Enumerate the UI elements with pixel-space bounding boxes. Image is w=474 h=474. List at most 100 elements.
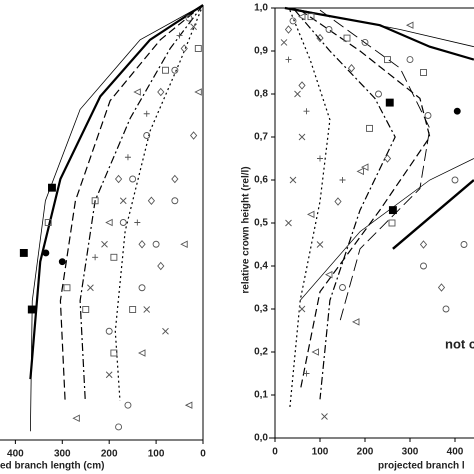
point xyxy=(420,69,427,76)
point xyxy=(91,197,99,205)
point xyxy=(143,306,151,313)
point xyxy=(184,401,193,409)
point xyxy=(124,154,131,161)
x-tick-label: 100 xyxy=(148,449,165,460)
point xyxy=(298,305,306,313)
point xyxy=(311,348,319,356)
point xyxy=(306,210,315,219)
point xyxy=(451,176,459,184)
x-tick-label: 0 xyxy=(272,447,278,458)
curve xyxy=(79,4,204,401)
point xyxy=(147,196,155,205)
point xyxy=(325,26,333,33)
x-tick-label: 200 xyxy=(101,449,118,460)
point xyxy=(105,371,113,379)
point xyxy=(176,32,183,39)
point xyxy=(105,327,113,335)
key-point xyxy=(58,258,66,266)
point xyxy=(87,284,94,292)
point xyxy=(190,131,198,140)
point xyxy=(63,284,71,292)
point xyxy=(343,34,351,42)
point xyxy=(375,90,382,98)
point xyxy=(307,13,315,21)
x-tick-label: 0 xyxy=(200,449,206,460)
curve xyxy=(294,9,396,400)
point xyxy=(294,90,301,98)
point xyxy=(185,14,193,22)
point xyxy=(133,88,141,96)
x-axis-label: ed branch length (cm) xyxy=(0,461,104,472)
point xyxy=(460,241,468,248)
x-tick-label: 100 xyxy=(312,447,329,458)
point xyxy=(171,174,179,184)
point xyxy=(124,401,132,409)
curve xyxy=(319,9,431,323)
point xyxy=(119,219,127,226)
x-tick-label: 300 xyxy=(54,449,71,460)
point xyxy=(110,253,118,261)
point xyxy=(284,25,293,34)
point xyxy=(157,261,165,271)
curve xyxy=(59,4,204,401)
point xyxy=(324,270,333,279)
y-tick-label: 0,0 xyxy=(254,433,268,444)
point xyxy=(180,240,188,248)
point xyxy=(143,132,151,139)
point xyxy=(351,318,360,326)
point xyxy=(405,21,414,29)
curve xyxy=(29,4,204,380)
point xyxy=(138,240,146,249)
curve xyxy=(29,4,204,432)
point xyxy=(347,64,356,73)
curve xyxy=(284,6,474,61)
point xyxy=(190,23,197,31)
point xyxy=(92,254,99,261)
point xyxy=(280,39,288,46)
point xyxy=(298,81,306,90)
point xyxy=(316,33,324,43)
point xyxy=(297,12,306,21)
key-point xyxy=(388,206,397,215)
point xyxy=(356,167,364,176)
point xyxy=(157,87,165,97)
point xyxy=(303,370,310,377)
point xyxy=(171,197,179,205)
point xyxy=(114,174,123,184)
x-tick-label: 200 xyxy=(357,447,374,458)
point xyxy=(194,88,202,96)
point xyxy=(366,124,373,132)
point xyxy=(442,305,450,313)
point xyxy=(152,240,160,248)
curve xyxy=(392,179,474,250)
point xyxy=(383,154,392,163)
point xyxy=(110,349,118,357)
point xyxy=(298,133,306,141)
point xyxy=(129,306,137,313)
point xyxy=(82,306,90,313)
point xyxy=(143,110,150,117)
curve xyxy=(299,9,431,391)
point xyxy=(129,175,137,183)
y-axis-label: relative crown height (rel/l) xyxy=(241,166,252,293)
y-tick-label: 0,7 xyxy=(254,132,268,143)
y-tick-label: 0,5 xyxy=(254,218,268,229)
x-tick-label: 400 xyxy=(447,447,464,458)
point xyxy=(361,38,369,46)
point xyxy=(419,240,428,249)
point xyxy=(289,176,297,184)
point xyxy=(285,219,292,227)
y-tick-label: 0,9 xyxy=(254,46,268,57)
key-point xyxy=(19,248,28,257)
point xyxy=(72,414,80,422)
point xyxy=(334,197,342,206)
curve xyxy=(299,158,474,301)
point xyxy=(101,240,108,248)
point xyxy=(162,66,169,74)
point xyxy=(317,155,323,162)
y-tick-label: 0,3 xyxy=(254,304,268,315)
point xyxy=(388,219,396,227)
key-point xyxy=(453,107,461,115)
x-axis-label: projected branch l xyxy=(378,461,465,472)
